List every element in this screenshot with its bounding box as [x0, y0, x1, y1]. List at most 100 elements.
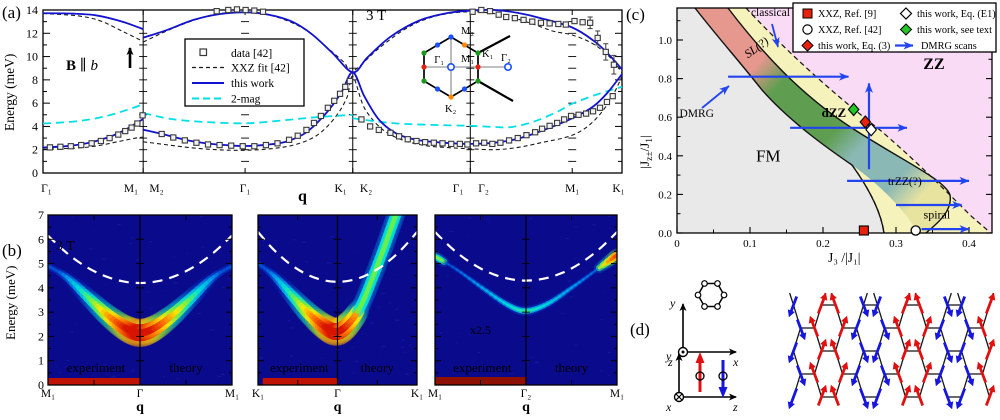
noise [66, 359, 70, 362]
x-tick-label: Γ [334, 388, 341, 400]
data-point-square [395, 133, 403, 140]
noise [308, 268, 311, 269]
band-segment [396, 215, 400, 216]
spin-arrow [900, 388, 911, 406]
noise [379, 357, 382, 360]
noise [351, 346, 354, 349]
x-axis-label-q: q [522, 400, 530, 415]
data-point-square [610, 61, 618, 68]
coordinate-frame-spin-legend: x z y [665, 349, 738, 414]
spin-arrow [872, 388, 883, 406]
noise [201, 379, 205, 381]
zigzag-spin-lattice [787, 292, 996, 410]
spin-arrow [830, 388, 841, 406]
x-tick-label: M₁ [610, 388, 624, 400]
band-segment [400, 200, 401, 202]
spin-arrowhead [988, 384, 996, 393]
noise [219, 349, 222, 351]
noise [200, 216, 204, 218]
x-tick-label: M₁ [225, 388, 239, 400]
noise [570, 296, 573, 298]
y-tick-label: 2 [38, 329, 44, 343]
spin-arrow [788, 296, 799, 314]
data-point-square [567, 112, 575, 120]
noise [162, 376, 166, 378]
noise [288, 320, 291, 322]
spin-arrow [984, 296, 995, 314]
data-point-square [262, 141, 270, 149]
legend-open-circle-icon [802, 24, 813, 35]
noise [526, 364, 530, 366]
noise [49, 339, 52, 341]
spin-arrow [858, 296, 869, 314]
data-point-square [317, 112, 325, 120]
noise [172, 256, 176, 258]
field-label-3T: 3 T [56, 239, 75, 254]
spin-arrow [830, 342, 841, 360]
axis-letter-x: x [732, 355, 739, 369]
data-point-square [520, 16, 527, 24]
noise [89, 248, 92, 250]
data-point-square [242, 6, 249, 14]
legend-label: this work, see text [917, 25, 992, 36]
noise [222, 286, 227, 288]
spin-arrow [809, 319, 820, 337]
panel-c-plot-dynamic: 0 0.1 0.2 0.3 0.40.00.20.40.60.81.0FMZZdZZSL… [658, 7, 992, 250]
spin-arrow [942, 342, 953, 360]
data-point-square [464, 141, 471, 148]
x-tick-label: K₁ [252, 388, 264, 400]
noise [292, 239, 297, 241]
data-point-square [579, 19, 586, 26]
noise [285, 304, 288, 306]
spin-arrowhead [841, 361, 849, 370]
x-tick-label: Γ₂ [478, 183, 489, 195]
inset-label-M2: M₂ [461, 26, 474, 37]
brillouin-zone-inset: M₂ Γ₁ M₁ K₁ Γ₂ K₂ [421, 26, 514, 115]
curve-2-mag [352, 85, 623, 129]
classical-outer-dashed-boundary [745, 7, 991, 234]
y-tick-label: 0.8 [658, 74, 672, 86]
data-point-square [285, 136, 293, 143]
spin-arrow [963, 319, 974, 337]
noise [560, 312, 565, 315]
experiment-label: experiment [67, 360, 126, 375]
noise [529, 217, 533, 220]
noise [376, 293, 379, 296]
spin-down-legend-icon [718, 360, 728, 398]
data-point-square [310, 119, 318, 127]
data-point-square [609, 93, 616, 100]
noise [530, 356, 534, 359]
data-point-square [67, 143, 74, 150]
coordinate-frame-xyz-top: z x y [667, 280, 739, 369]
noise [259, 357, 264, 359]
spin-arrowhead [976, 361, 984, 370]
spin-arrow [977, 365, 988, 383]
spin-arrow [851, 319, 862, 337]
region-label-dzz: dZZ [822, 105, 847, 120]
data-point-square [303, 126, 310, 134]
noise [531, 362, 535, 364]
data-point-square [505, 137, 513, 144]
spin-arrow [788, 342, 799, 360]
data-point-square [421, 138, 429, 146]
noise [380, 292, 386, 294]
data-point-square [571, 17, 578, 25]
noise [360, 333, 364, 335]
spin-arrowhead [820, 384, 828, 393]
spin-arrowhead [883, 378, 891, 387]
spin-arrow [872, 296, 883, 314]
panel-c-legend: XXZ, Ref. [9] XXZ, Ref. [42] this work, … [792, 2, 997, 53]
region-label-zz: ZZ [923, 56, 944, 73]
noise [286, 242, 292, 244]
data-point-square [97, 137, 105, 145]
spin-arrowhead [808, 361, 816, 370]
y-tick-label: 4 [32, 119, 38, 133]
noise [465, 226, 468, 229]
data-point-square [596, 104, 604, 111]
y-tick-label: 4 [38, 281, 44, 295]
noise [70, 331, 74, 333]
legend-label: XXZ, Ref. [42] [818, 25, 881, 36]
spin-arrow [914, 388, 925, 406]
spin-arrow [879, 365, 890, 383]
